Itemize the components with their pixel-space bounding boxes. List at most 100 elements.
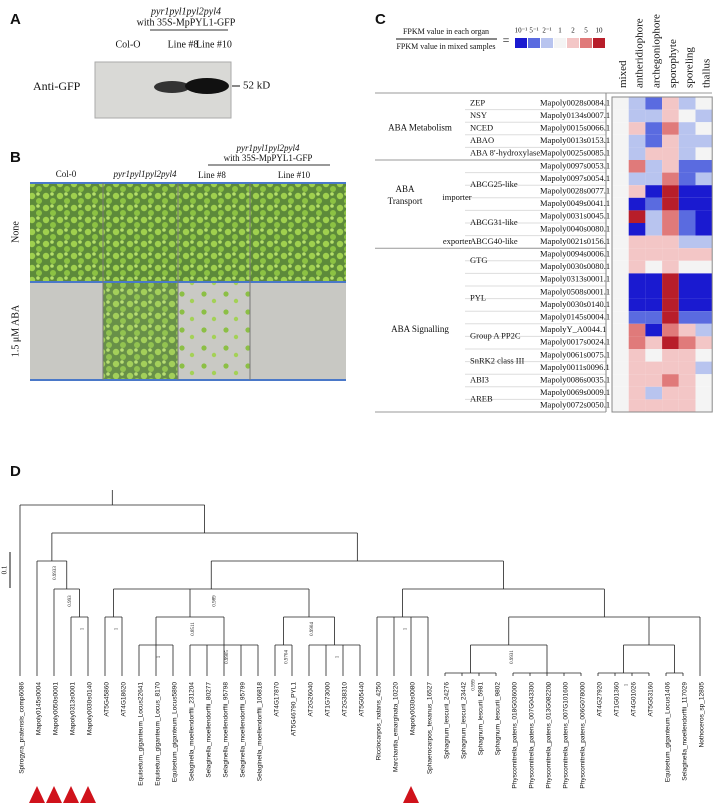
heat-cell — [628, 122, 646, 135]
gene-id: Mapoly0011s0096.1 — [540, 362, 610, 372]
heat-cell — [678, 336, 696, 349]
heat-cell — [612, 223, 629, 236]
gene-family: ABCG31-like — [470, 217, 518, 227]
heat-cell — [662, 298, 679, 312]
gene-family: AREB — [470, 393, 493, 403]
leaf-label: Mapoly0145s0004 — [36, 682, 43, 736]
leaf-label: Sphagnum_lescurii_5981 — [478, 682, 485, 756]
leaf-label: Selaginella_moellendorffii_95799 — [240, 682, 247, 778]
leaf-label: Equisetum_giganteum_Locus5890 — [172, 682, 179, 782]
plate-photo — [103, 282, 178, 380]
plate-header: Line #8 — [198, 170, 226, 180]
heat-cell — [695, 323, 713, 337]
heat-cell — [612, 210, 629, 223]
heat-cell — [645, 97, 663, 110]
plate-photo — [178, 282, 250, 380]
heat-cell — [645, 260, 663, 274]
column-header: mixed — [617, 60, 629, 88]
legend-label: 2⁻¹ — [542, 27, 551, 35]
heat-cell — [695, 374, 713, 387]
column-header: antheridiophore — [634, 18, 646, 88]
heat-cell — [645, 197, 663, 211]
heat-cell — [628, 197, 646, 211]
gene-id: Mapoly0069s0009.1 — [540, 387, 610, 397]
legend-label: 10 — [596, 27, 604, 35]
heat-cell — [612, 399, 629, 412]
heat-cell — [612, 361, 629, 375]
heat-cell — [662, 374, 679, 387]
heat-cell — [678, 97, 696, 110]
legend-label: 1 — [558, 27, 562, 35]
leaf-label: Sphagnum_lescurii_24276 — [444, 682, 451, 759]
heat-cell — [678, 349, 696, 362]
marker-triangle — [403, 786, 419, 803]
heat-cell — [695, 122, 713, 135]
heat-cell — [628, 210, 646, 223]
plate-photo — [30, 183, 346, 282]
heat-cell — [645, 172, 663, 186]
gene-id: MapolyY_A0044.1 — [540, 324, 606, 334]
heat-cell — [662, 399, 679, 412]
panel-label: D — [10, 463, 21, 480]
heat-cell — [612, 235, 629, 249]
marker-label: 52 kD — [243, 80, 270, 92]
heat-cell — [695, 147, 713, 160]
group-name: ABA — [395, 184, 415, 194]
gene-id: Mapoly0145s0004.1 — [540, 311, 610, 321]
heat-cell — [645, 185, 663, 198]
column-header: thallus — [700, 59, 712, 88]
heat-cell — [645, 336, 663, 349]
heat-cell — [628, 97, 646, 110]
gene-id: Mapoly0134s0007.1 — [540, 110, 610, 120]
blot-header: with 35S-MpPYL1-GFP — [137, 17, 236, 28]
heat-cell — [645, 147, 663, 160]
heat-cell — [645, 273, 663, 286]
heat-cell — [612, 160, 629, 173]
legend-swatch — [541, 38, 553, 48]
heat-cell — [662, 223, 679, 236]
heat-cell — [678, 210, 696, 223]
plate-header: with 35S-MpPYL1-GFP — [224, 153, 313, 163]
heat-cell — [612, 323, 629, 337]
legend-text: FPKM value in mixed samples — [396, 42, 495, 51]
heat-cell — [645, 109, 663, 123]
leaf-label: Sphagnum_lescurii_9802 — [495, 682, 502, 756]
marker-triangle — [46, 786, 62, 803]
column-header: sporeling — [684, 47, 696, 88]
heat-cell — [628, 172, 646, 186]
gene-id: Mapoly0028s0077.1 — [540, 185, 610, 195]
heat-cell — [695, 185, 713, 198]
gene-id: Mapoly0030s0080.1 — [540, 261, 610, 271]
leaf-label: Equisetum_giganteum_Locus22641 — [138, 682, 145, 786]
legend-label: 5⁻¹ — [529, 27, 538, 35]
heat-cell — [645, 235, 663, 249]
plate-header: pyr1pyl1pyl2pyl4 — [113, 169, 177, 179]
gene-family: ABI3 — [470, 374, 489, 384]
heat-cell — [678, 197, 696, 211]
heat-cell — [695, 210, 713, 223]
gene-family: ABCG25-like — [470, 179, 518, 189]
heat-cell — [695, 197, 713, 211]
panel-label: A — [10, 11, 21, 28]
heat-cell — [628, 185, 646, 198]
gene-id: Mapoly0040s0080.1 — [540, 223, 610, 233]
heat-cell — [678, 223, 696, 236]
gene-id: Mapoly0028s0084.1 — [540, 97, 610, 107]
heat-cell — [628, 298, 646, 312]
band — [185, 78, 229, 94]
leaf-label: Physcomitrella_patens_018G036000 — [512, 682, 519, 789]
gene-id: Mapoly0313s0001.1 — [540, 274, 610, 284]
heat-cell — [612, 172, 629, 186]
heat-cell — [612, 311, 629, 324]
heat-cell — [645, 323, 663, 337]
heat-cell — [628, 260, 646, 274]
legend-swatch — [554, 38, 566, 48]
leaf-label: Physcomitrella_patens_007G043300 — [529, 682, 536, 789]
heat-cell — [612, 185, 629, 198]
leaf-label: AT4G01026 — [631, 682, 638, 717]
column-header: archegoniophore — [650, 14, 662, 88]
leaf-label: Equisetum_giganteum_Locus_8170 — [155, 682, 162, 786]
group-name: Transport — [388, 196, 423, 206]
support-value: 0.9931 — [510, 650, 515, 664]
